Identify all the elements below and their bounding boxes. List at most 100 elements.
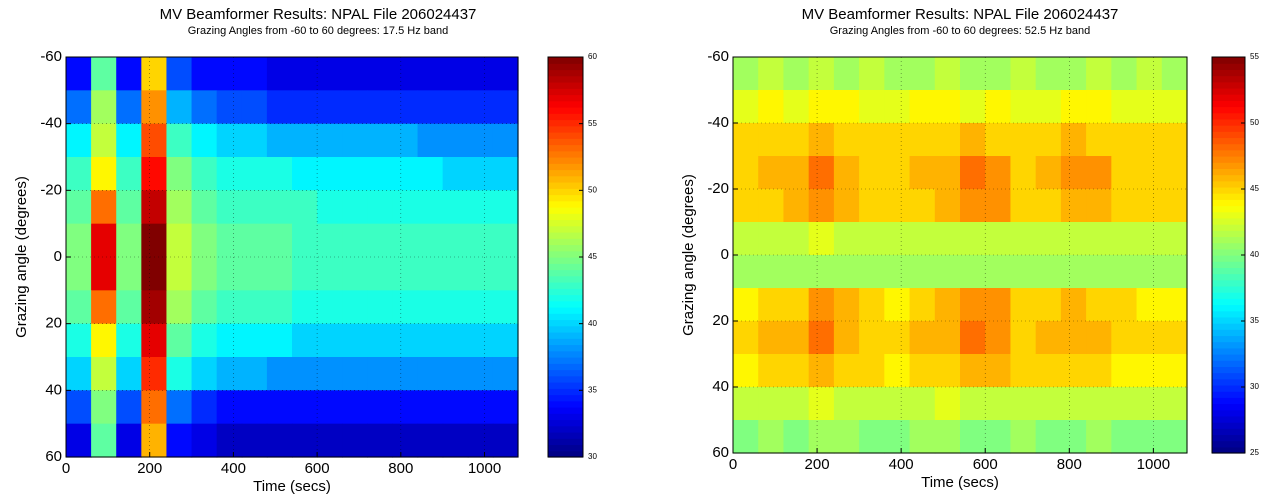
heatmap-cell xyxy=(1060,321,1087,355)
heatmap-cell xyxy=(266,257,293,291)
heatmap-cell xyxy=(392,90,419,125)
heatmap-cell xyxy=(733,222,759,256)
colorbar-segment xyxy=(548,244,583,252)
heatmap-cell xyxy=(1086,288,1112,322)
heatmap-cell xyxy=(1035,354,1062,388)
colorbar-segment xyxy=(1212,403,1245,411)
heatmap-cell xyxy=(733,255,759,289)
heatmap-cell xyxy=(1136,222,1163,256)
x-tick-label: 0 xyxy=(62,460,70,477)
heatmap-cell xyxy=(909,222,936,256)
heatmap-cell xyxy=(241,423,268,458)
heatmap-cell xyxy=(241,123,268,158)
heatmap-cell xyxy=(1010,255,1037,289)
y-tick-label: 60 xyxy=(712,444,729,461)
heatmap-cell xyxy=(909,288,936,322)
heatmap-cell xyxy=(1161,387,1188,421)
heatmap-cell xyxy=(1035,288,1062,322)
heatmap-cell xyxy=(859,354,885,388)
heatmap-cell xyxy=(317,323,343,358)
heatmap-cell xyxy=(66,90,92,125)
heatmap-cell xyxy=(985,387,1012,421)
heatmap-cell xyxy=(833,321,860,355)
heatmap-cell xyxy=(985,222,1012,256)
heatmap-cell xyxy=(166,90,193,125)
heatmap-cell xyxy=(442,290,469,325)
heatmap-cell xyxy=(292,390,318,425)
heatmap-cell xyxy=(758,222,785,256)
colorbar-segment xyxy=(548,288,583,296)
heatmap-cell xyxy=(417,157,444,191)
x-tick-label: 0 xyxy=(729,456,737,473)
heatmap-cell xyxy=(985,156,1012,190)
heatmap-cell xyxy=(392,223,419,258)
heatmap-cell xyxy=(884,57,911,91)
colorbar-tick-label: 35 xyxy=(588,385,597,394)
heatmap-cell xyxy=(166,357,193,391)
heatmap-cell xyxy=(934,90,961,124)
colorbar-segment xyxy=(1212,261,1245,268)
heatmap-cell xyxy=(884,288,911,322)
colorbar-segment xyxy=(548,219,583,227)
heatmap-cell xyxy=(417,257,444,291)
colorbar-segment xyxy=(548,157,583,164)
heatmap-cell xyxy=(392,423,419,458)
heatmap-cell xyxy=(241,290,268,325)
heatmap-cell xyxy=(1035,321,1062,355)
heatmap-cell xyxy=(467,190,494,225)
heatmap-cell xyxy=(960,57,986,91)
x-axis-label: Time (secs) xyxy=(921,474,999,491)
heatmap-cell xyxy=(808,288,835,322)
chart-subtitle: Grazing Angles from -60 to 60 degrees: 5… xyxy=(830,25,1091,37)
colorbar-segment xyxy=(1212,106,1245,114)
heatmap-cell xyxy=(116,90,142,125)
colorbar-segment xyxy=(1212,193,1245,200)
heatmap-cell xyxy=(91,323,117,358)
colorbar-segment xyxy=(548,138,583,146)
heatmap-cell xyxy=(859,321,885,355)
heatmap-cell xyxy=(884,255,911,289)
colorbar-segment xyxy=(548,144,583,152)
heatmap-cell xyxy=(292,123,318,158)
heatmap-cell xyxy=(317,423,343,458)
heatmap-cell xyxy=(66,290,92,325)
heatmap-cell xyxy=(960,90,986,124)
colorbar-segment xyxy=(548,332,583,339)
heatmap-cell xyxy=(1060,387,1087,421)
heatmap-cell xyxy=(1136,354,1163,388)
heatmap-cell xyxy=(317,57,343,91)
heatmap-cell xyxy=(1010,90,1037,124)
heatmap-cell xyxy=(783,222,810,256)
y-tick-label: 60 xyxy=(45,448,62,465)
heatmap-cell xyxy=(492,57,519,91)
colorbar-segment xyxy=(1212,236,1245,244)
heatmap-cell xyxy=(392,123,419,158)
heatmap-cell xyxy=(141,257,168,291)
heatmap-cell xyxy=(859,288,885,322)
heatmap-cell xyxy=(758,354,785,388)
heatmap-cell xyxy=(934,222,961,256)
heatmap-cell xyxy=(216,90,243,125)
heatmap-cell xyxy=(808,57,835,91)
heatmap-cell xyxy=(467,57,494,91)
heatmap-cell xyxy=(985,57,1012,91)
heatmap-cell xyxy=(1086,387,1112,421)
heatmap-cell xyxy=(492,223,519,258)
heatmap-cell xyxy=(985,420,1012,454)
heatmap-cell xyxy=(342,423,368,458)
colorbar-segment xyxy=(1212,242,1245,250)
colorbar-segment xyxy=(548,238,583,246)
colorbar-segment xyxy=(1212,94,1245,101)
heatmap-cell xyxy=(985,288,1012,322)
colorbar-segment xyxy=(1212,310,1245,318)
y-tick-label: 0 xyxy=(54,248,62,265)
colorbar-segment xyxy=(1212,391,1245,398)
heatmap-cell xyxy=(1086,255,1112,289)
heatmap-cell xyxy=(417,123,444,158)
heatmap-cell xyxy=(909,156,936,190)
heatmap-cell xyxy=(216,323,243,358)
heatmap-cell xyxy=(1086,354,1112,388)
heatmap-cell xyxy=(166,423,193,458)
heatmap-cell xyxy=(141,323,168,358)
colorbar-segment xyxy=(548,357,583,364)
